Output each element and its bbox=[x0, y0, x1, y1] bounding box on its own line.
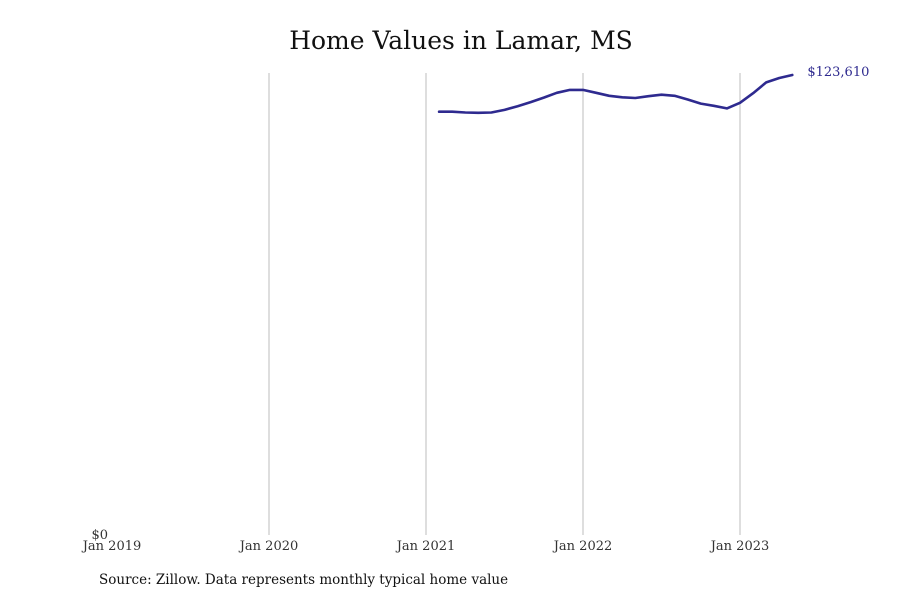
x-tick-label: Jan 2021 bbox=[395, 539, 456, 554]
x-tick-label: Jan 2019 bbox=[81, 539, 142, 554]
x-tick-label: Jan 2023 bbox=[709, 539, 770, 554]
y-tick-label: $0 bbox=[91, 528, 108, 543]
end-value-label: $123,610 bbox=[807, 65, 869, 80]
chart-title: Home Values in Lamar, MS bbox=[289, 26, 633, 55]
axis-labels: Jan 2019 Jan 2020 Jan 2021 Jan 2022 Jan 2023… bbox=[81, 528, 770, 554]
series-line bbox=[437, 73, 794, 115]
x-tick-label: Jan 2020 bbox=[238, 539, 299, 554]
source-note: Source: Zillow. Data represents monthly … bbox=[99, 572, 509, 588]
gridlines bbox=[268, 73, 741, 535]
x-tick-label: Jan 2022 bbox=[552, 539, 613, 554]
series-layer: $123,610 bbox=[437, 65, 869, 115]
